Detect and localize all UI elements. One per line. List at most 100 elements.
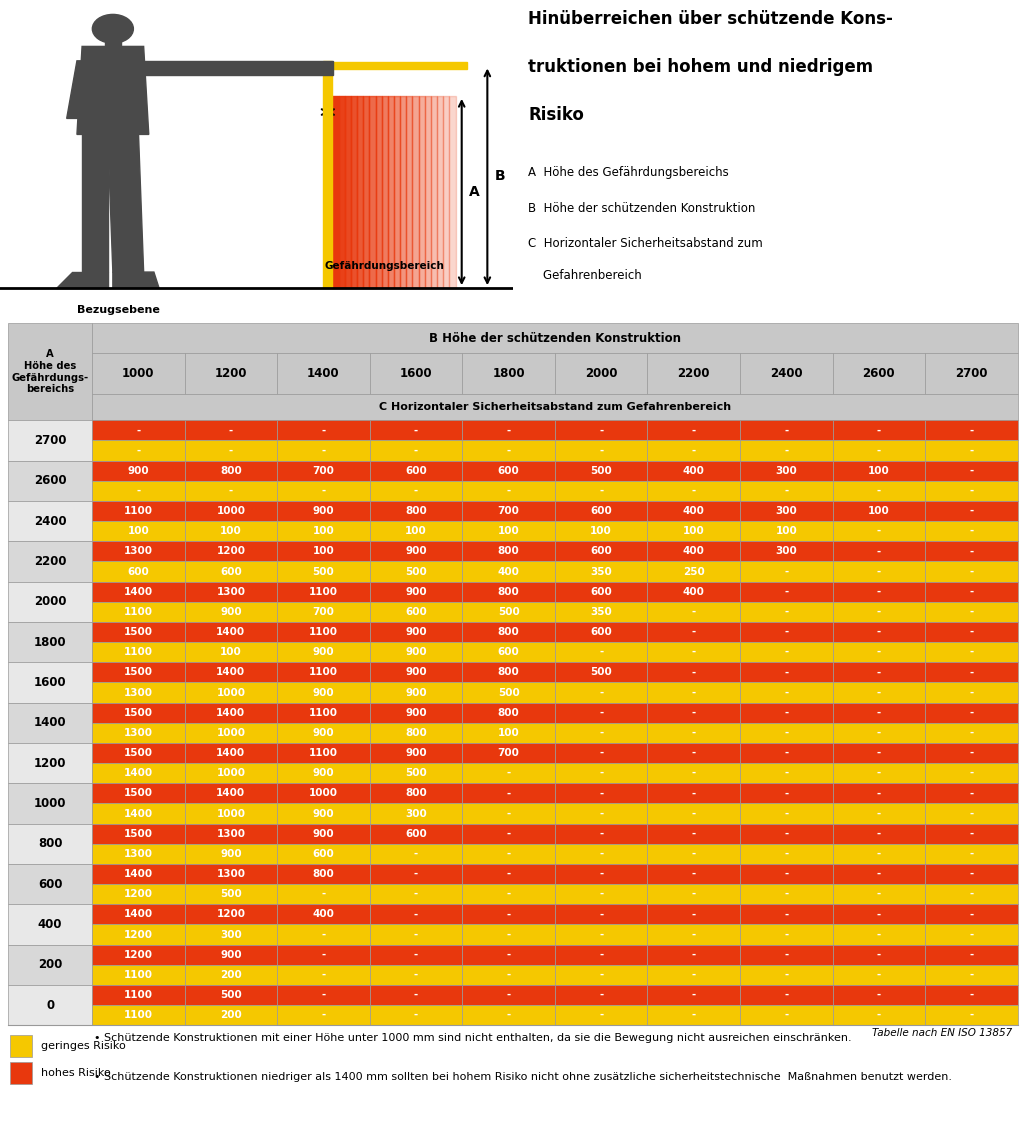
Polygon shape — [56, 272, 108, 289]
Bar — [369, 642, 463, 663]
Bar — [92, 965, 185, 985]
Bar — [8, 985, 92, 1025]
Bar — [555, 501, 647, 521]
Polygon shape — [67, 61, 97, 118]
Bar — [647, 642, 740, 663]
Bar — [351, 97, 357, 289]
Text: 350: 350 — [590, 606, 613, 617]
Bar — [463, 663, 555, 683]
Bar — [185, 924, 277, 944]
Text: 1400: 1400 — [124, 809, 153, 819]
Bar — [463, 723, 555, 743]
Bar — [555, 864, 647, 884]
Bar — [925, 541, 1018, 562]
Text: -: - — [413, 849, 419, 859]
Text: 100: 100 — [313, 527, 334, 536]
Bar — [369, 783, 463, 803]
Text: -: - — [970, 910, 974, 920]
Text: Tabelle nach EN ISO 13857: Tabelle nach EN ISO 13857 — [872, 1029, 1013, 1039]
Text: -: - — [877, 647, 881, 657]
Bar — [833, 642, 925, 663]
Text: -: - — [507, 849, 511, 859]
Text: -: - — [692, 667, 696, 677]
Polygon shape — [113, 272, 159, 289]
Text: -: - — [877, 728, 881, 738]
Bar — [925, 521, 1018, 541]
Bar — [92, 394, 1018, 420]
Text: 1200: 1200 — [216, 910, 245, 920]
Bar — [277, 663, 369, 683]
Text: 500: 500 — [405, 768, 427, 778]
Bar — [277, 904, 369, 924]
Text: -: - — [599, 647, 603, 657]
Bar — [555, 642, 647, 663]
Text: -: - — [599, 970, 603, 980]
Text: 900: 900 — [405, 687, 427, 697]
Text: -: - — [507, 930, 511, 940]
Bar — [463, 642, 555, 663]
Text: 500: 500 — [590, 667, 613, 677]
Bar — [925, 864, 1018, 884]
Bar — [185, 440, 277, 460]
Text: -: - — [970, 970, 974, 980]
Bar — [277, 622, 369, 642]
Bar — [647, 803, 740, 823]
Bar — [8, 622, 92, 663]
Bar — [323, 63, 467, 69]
Bar — [369, 703, 463, 723]
Bar — [833, 803, 925, 823]
Text: 1200: 1200 — [124, 889, 153, 900]
Bar — [833, 602, 925, 622]
Text: -: - — [599, 889, 603, 900]
Text: 1500: 1500 — [124, 788, 153, 798]
Bar — [463, 764, 555, 783]
Bar — [185, 723, 277, 743]
Text: 300: 300 — [776, 506, 797, 517]
Text: 100: 100 — [498, 728, 519, 738]
Text: -: - — [970, 527, 974, 536]
Text: 800: 800 — [498, 586, 519, 596]
Text: -: - — [784, 970, 788, 980]
Text: -: - — [692, 687, 696, 697]
Bar — [740, 582, 833, 602]
Bar — [277, 864, 369, 884]
Text: 1300: 1300 — [216, 829, 245, 839]
Text: 2400: 2400 — [34, 514, 67, 528]
Text: 800: 800 — [498, 707, 519, 718]
Text: 1300: 1300 — [124, 728, 153, 738]
Bar — [740, 985, 833, 1005]
Text: -: - — [507, 1011, 511, 1020]
Text: -: - — [413, 1011, 419, 1020]
Bar — [8, 823, 92, 864]
Text: -: - — [229, 446, 233, 456]
Bar — [740, 353, 833, 394]
Bar — [833, 764, 925, 783]
Text: -: - — [692, 910, 696, 920]
Text: -: - — [784, 426, 788, 436]
Bar — [463, 803, 555, 823]
Bar — [555, 743, 647, 764]
Text: 1100: 1100 — [309, 748, 338, 758]
Bar — [833, 965, 925, 985]
Bar — [92, 783, 185, 803]
Bar — [925, 965, 1018, 985]
Bar — [369, 944, 463, 965]
Text: 1400: 1400 — [124, 869, 153, 879]
Text: 800: 800 — [313, 869, 334, 879]
Bar — [369, 904, 463, 924]
Text: 1200: 1200 — [216, 547, 245, 556]
Bar — [185, 642, 277, 663]
Bar — [185, 663, 277, 683]
Bar — [555, 353, 647, 394]
Text: C: C — [323, 86, 332, 101]
Text: -: - — [970, 869, 974, 879]
Bar — [369, 420, 463, 440]
Text: -: - — [877, 889, 881, 900]
Text: 1200: 1200 — [124, 930, 153, 940]
Text: -: - — [321, 990, 325, 1001]
Bar — [369, 803, 463, 823]
Bar — [740, 703, 833, 723]
Text: -: - — [599, 829, 603, 839]
Bar — [463, 622, 555, 642]
Text: 500: 500 — [405, 566, 427, 576]
